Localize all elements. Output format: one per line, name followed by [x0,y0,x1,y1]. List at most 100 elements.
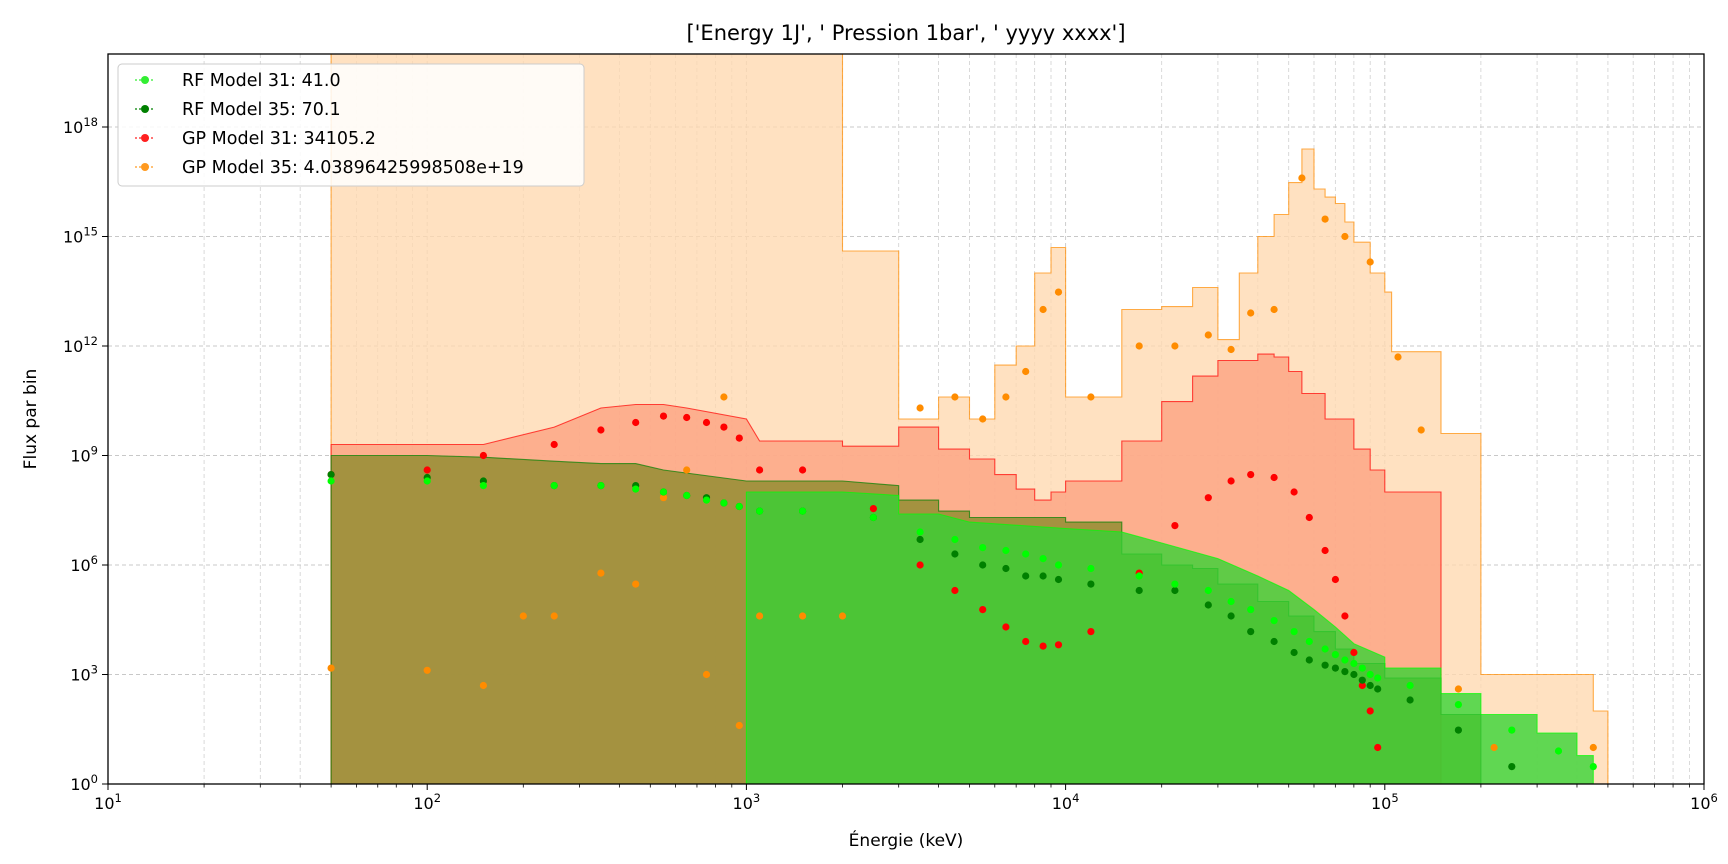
legend-item-rf-35: RF Model 35: 70.1 [135,100,341,120]
data-point [1454,701,1462,709]
legend-marker [141,163,149,171]
data-point [632,580,640,588]
data-point [1341,612,1349,620]
data-point [1022,550,1030,558]
data-point [951,586,959,595]
data-point [1054,575,1063,584]
data-point [1135,572,1143,580]
data-point [423,666,431,674]
data-point [683,466,691,474]
data-point [1002,564,1010,573]
data-point [1290,648,1298,657]
data-point [916,404,924,412]
data-point [1002,623,1010,631]
legend-marker [141,76,149,84]
data-point [1305,637,1313,646]
data-point [1227,597,1235,606]
data-point [1227,612,1235,620]
data-point [659,494,668,502]
data-point [1247,628,1255,636]
data-point [1227,345,1235,354]
legend: RF Model 31: 41.0 RF Model 35: 70.1 GP M… [117,63,585,187]
y-tick-exponent: 9 [91,444,98,458]
data-point [659,488,668,496]
data-point [1350,659,1358,668]
data-point [979,415,987,423]
data-point [1204,331,1212,339]
data-point [550,612,558,620]
data-point [1358,676,1366,684]
legend-label: GP Model 31: 34105.2 [182,129,376,149]
data-point [1366,681,1374,690]
data-point [916,528,924,536]
data-point [1022,367,1030,376]
data-point [1039,305,1047,314]
x-tick-exponent: 5 [1391,791,1398,805]
data-point [979,561,987,569]
legend-label: GP Model 35: 4.03896425998508e+19 [182,158,524,178]
data-point [1054,561,1063,569]
data-point [979,606,987,614]
data-point [1204,586,1212,595]
data-point [735,721,743,730]
data-point [632,418,640,427]
data-point [1366,258,1374,266]
data-point [1054,641,1063,649]
data-point [1341,232,1349,241]
data-point [597,426,605,434]
data-point [1417,426,1425,434]
data-point [1321,661,1329,669]
data-point [720,423,728,431]
data-point [550,482,558,490]
data-point [1589,743,1597,752]
plot-frame [107,53,1705,785]
data-point [1171,522,1179,530]
data-point [1358,681,1366,690]
data-point [479,681,487,690]
data-point [1331,575,1339,584]
data-point [702,496,711,504]
data-point [1589,763,1597,771]
data-point [1374,685,1382,693]
data-point [1321,546,1329,555]
data-point [916,561,924,569]
data-point [1350,648,1358,657]
x-axis-label: Énergie (keV) [849,829,964,851]
data-point [720,499,728,507]
data-point [1087,393,1095,401]
data-point [1087,628,1095,636]
legend-marker [141,105,149,113]
data-point [327,664,335,672]
data-point [1454,685,1462,693]
legend-box [117,63,585,187]
legend-item-rf-31: RF Model 31: 41.0 [135,71,341,91]
data-point [951,550,959,558]
data-point [799,612,807,620]
data-point [702,418,711,427]
data-point [735,502,743,511]
data-point [702,670,711,679]
data-point [1341,668,1349,676]
data-point [1406,681,1414,690]
chart-title: ['Energy 1J', ' Pression 1bar', ' yyyy x… [686,21,1125,45]
data-point [1087,564,1095,573]
data-points [327,174,1597,771]
data-point [1171,580,1179,588]
x-tick-exponent: 4 [1072,791,1079,805]
data-point [1171,342,1179,350]
data-point [1394,353,1402,361]
data-point [1002,546,1010,555]
data-point [327,477,335,485]
data-point [1270,637,1278,646]
data-point [979,544,987,552]
data-point [1270,305,1278,314]
data-point [951,393,959,401]
y-tick-exponent: 12 [83,334,98,348]
data-point [1270,617,1278,625]
data-point [838,612,847,620]
data-point [1290,628,1298,636]
data-point [1366,707,1374,715]
data-point [1247,606,1255,614]
legend-marker [141,134,149,142]
